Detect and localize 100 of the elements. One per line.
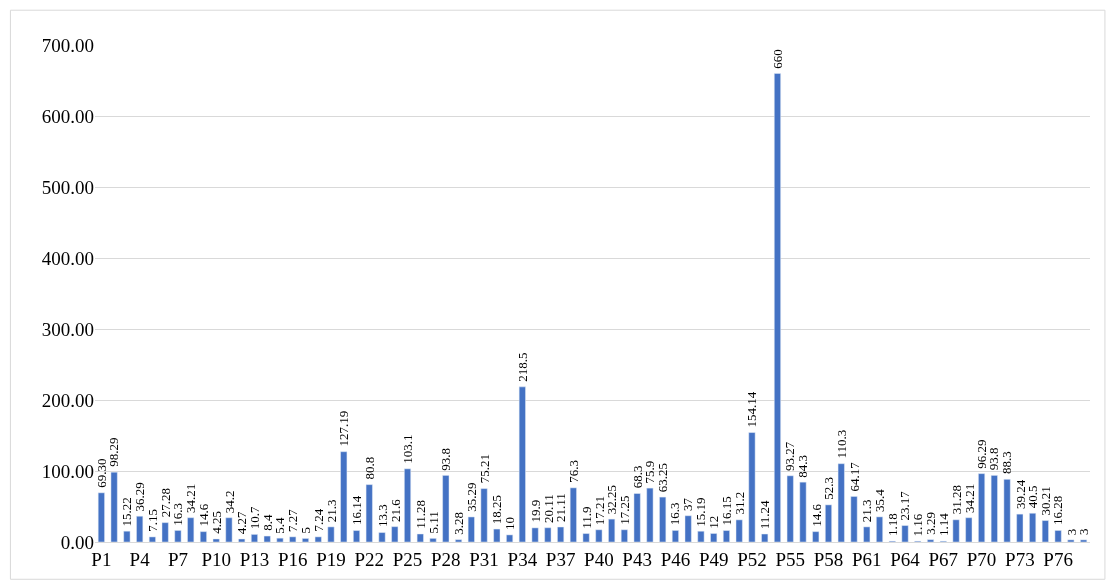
bar (212, 538, 220, 542)
bar (595, 529, 603, 542)
bar (1041, 520, 1049, 542)
x-tick-label: P73 (1005, 548, 1035, 570)
bar (302, 538, 309, 542)
x-tick-label: P25 (392, 548, 423, 570)
data-label: 21.11 (553, 493, 569, 523)
data-label: 110.3 (834, 429, 850, 459)
bar (748, 432, 756, 542)
data-label: 7.24 (310, 508, 326, 532)
x-tick-label: P37 (545, 548, 576, 570)
x-tick-label: P64 (890, 548, 921, 570)
bar (723, 530, 730, 542)
data-label: 21.3 (323, 499, 339, 523)
bar (557, 526, 565, 542)
data-label: 20.11 (540, 494, 556, 524)
data-label: 660 (770, 49, 786, 69)
data-label: 11.9 (578, 506, 594, 529)
bar (697, 530, 705, 542)
x-tick-label: P52 (737, 548, 767, 570)
data-label: 1.16 (910, 513, 926, 537)
bar (761, 533, 769, 542)
bar (506, 534, 514, 542)
data-label: 19.9 (527, 499, 543, 523)
data-label: 16.3 (667, 502, 683, 526)
bar (812, 531, 820, 542)
x-tick-label: P34 (507, 548, 538, 570)
bar (276, 537, 284, 542)
y-tick-label: 400.00 (41, 247, 94, 269)
data-label: 17.21 (591, 495, 607, 526)
bar (187, 517, 195, 542)
data-label: 35.4 (872, 488, 888, 512)
bar (327, 526, 335, 542)
bar (442, 475, 450, 542)
data-label: 23.17 (897, 490, 913, 521)
bar (582, 533, 590, 542)
bar (990, 475, 998, 542)
data-label: 7.15 (144, 509, 160, 532)
bar (429, 538, 437, 542)
bar (633, 493, 641, 542)
data-label: 3.28 (451, 511, 467, 535)
y-tick-label: 500.00 (41, 176, 94, 198)
data-label: 8.4 (259, 514, 275, 531)
bar (174, 530, 182, 542)
data-label: 52.3 (821, 477, 837, 500)
data-label: 84.3 (795, 454, 811, 478)
bar (1054, 530, 1062, 542)
x-tick-label: P19 (316, 548, 346, 570)
data-label: 93.8 (437, 447, 453, 471)
y-tick-label: 100.00 (41, 460, 94, 482)
bar (1080, 539, 1088, 542)
x-tick-label: P28 (431, 548, 461, 570)
bar (646, 487, 654, 542)
y-tick-label: 300.00 (41, 318, 94, 340)
x-tick-label: P76 (1043, 548, 1073, 570)
x-tick-label: P40 (584, 548, 614, 570)
bar (238, 538, 246, 542)
data-label: 35.29 (463, 482, 479, 512)
bar (110, 471, 118, 542)
x-tick-label: P13 (239, 548, 270, 570)
bar (314, 536, 322, 542)
data-label: 3 (1076, 528, 1092, 535)
data-label: 17.25 (617, 495, 633, 525)
y-tick-label: 0.00 (60, 531, 94, 553)
bar (825, 504, 832, 542)
x-tick-label: P49 (698, 548, 729, 570)
bar (416, 533, 424, 542)
bar (863, 526, 871, 542)
bar (569, 487, 577, 542)
bar (659, 496, 667, 542)
bar (136, 515, 144, 542)
bar (391, 526, 399, 542)
data-label: 37 (680, 497, 696, 511)
bar (123, 530, 131, 542)
data-label: 80.8 (362, 456, 378, 480)
bar (901, 525, 909, 542)
bar (455, 539, 462, 542)
data-label: 3 (1063, 528, 1079, 536)
bar (493, 528, 501, 542)
bar (735, 519, 743, 542)
bar (876, 516, 883, 542)
x-tick-label: P61 (851, 548, 882, 570)
x-tick-label: P22 (354, 548, 385, 570)
data-label: 1.18 (884, 513, 900, 536)
data-label: 154.14 (744, 391, 760, 428)
data-label: 16.14 (348, 495, 364, 526)
x-tick-label: P31 (469, 548, 499, 570)
bar (965, 517, 973, 542)
data-label: 64.17 (846, 461, 862, 492)
data-label: 11.28 (412, 500, 428, 529)
bar (225, 517, 233, 542)
bar (684, 515, 692, 542)
data-label: 34.2 (221, 490, 237, 514)
bar (365, 484, 373, 542)
bar (251, 534, 258, 542)
bar (620, 529, 628, 542)
bar (467, 516, 475, 542)
x-tick-label: P16 (277, 548, 308, 570)
bar (927, 539, 934, 542)
data-label: 5.11 (425, 511, 441, 534)
